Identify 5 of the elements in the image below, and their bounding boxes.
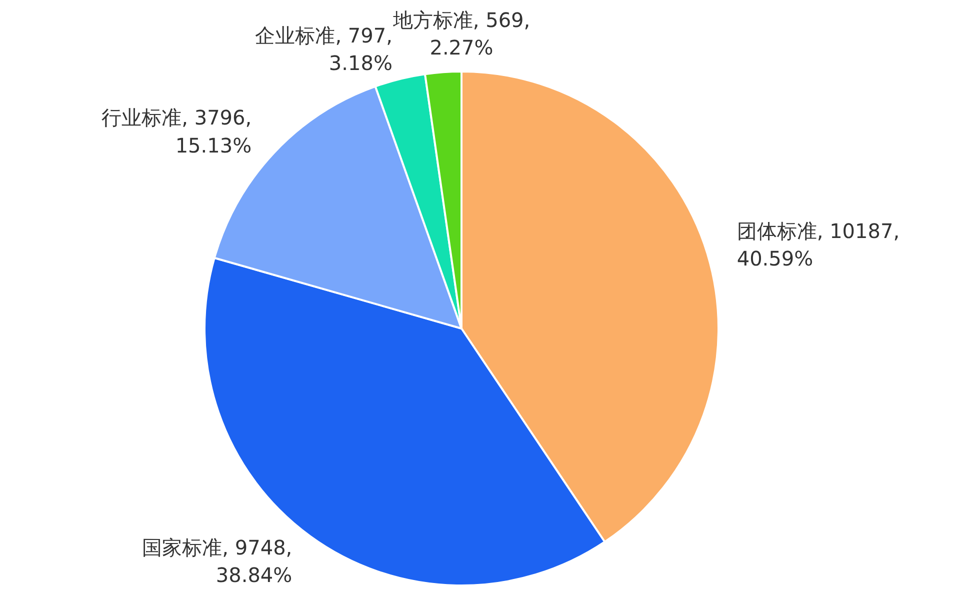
- slice-label: 国家标准, 9748, 38.84%: [142, 535, 292, 588]
- slice-label: 团体标准, 10187, 40.59%: [736, 218, 900, 270]
- slice-label: 行业标准, 3796, 15.13%: [102, 106, 252, 158]
- slice-label: 地方标准, 569, 2.27%: [392, 8, 530, 60]
- slice-label: 企业标准, 797, 3.18%: [255, 23, 392, 75]
